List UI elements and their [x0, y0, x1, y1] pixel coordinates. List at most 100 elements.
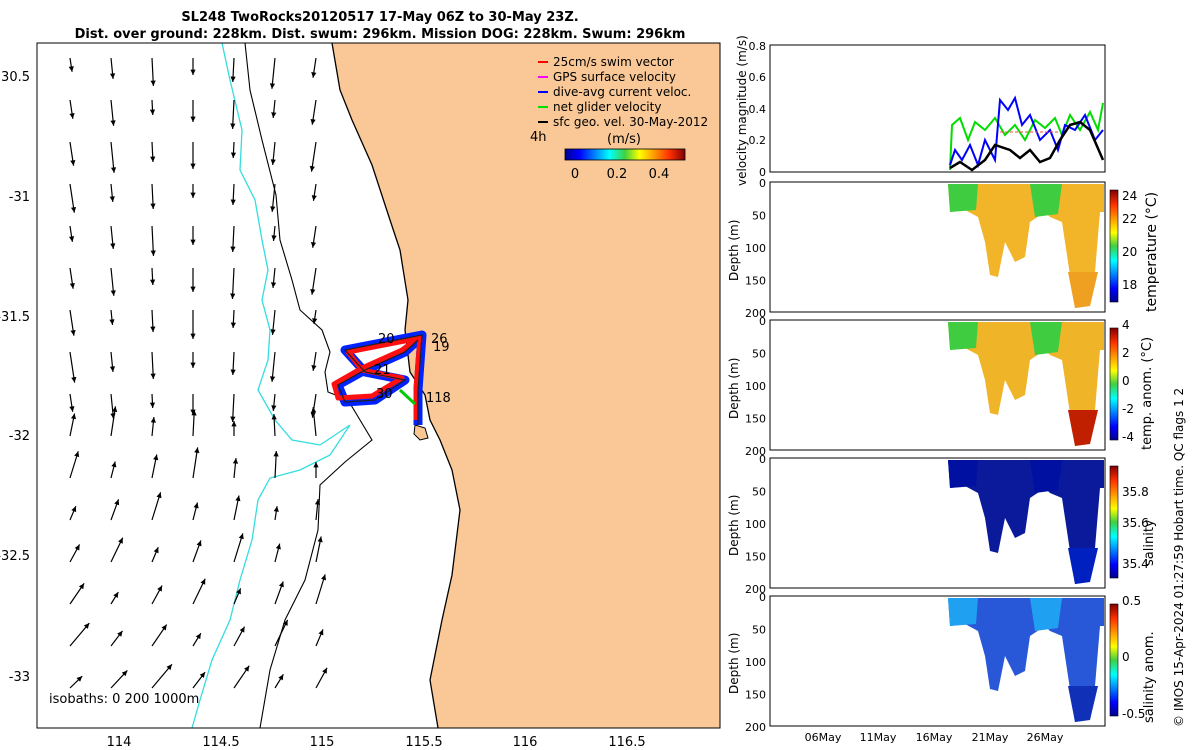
track-label: 26 [431, 332, 448, 347]
velocity-arrowhead [318, 629, 324, 636]
track-label: 19 [433, 340, 450, 355]
velocity-arrowhead [278, 581, 284, 588]
x-tick: 21May [972, 731, 1009, 744]
velocity-arrowhead [69, 113, 75, 119]
y-tick: 0 [759, 591, 766, 604]
isobath-200m [244, 43, 373, 728]
y-tick: 50 [752, 210, 766, 223]
velocity-arrowhead [311, 365, 317, 371]
velocity-arrowhead [271, 414, 277, 420]
velocity-arrowhead [231, 421, 237, 427]
island-garden [413, 424, 429, 441]
velocity-arrowhead [76, 676, 83, 682]
section-fill [948, 460, 1104, 584]
velocity-arrowhead [230, 123, 236, 129]
velocity-arrowhead [310, 118, 316, 125]
velocity-arrowhead [156, 492, 162, 499]
velocity-arrowhead [150, 203, 156, 209]
colorbar-tick: -0.5 [1122, 707, 1145, 721]
colorbar-tick: 4 [1122, 318, 1130, 332]
velocity-arrowhead [153, 547, 159, 554]
velocity-arrowhead [149, 279, 156, 285]
section-deep-water [1068, 272, 1098, 308]
depth-panel-sal-anom: 0 50 100 150 200 0.5 0 -0.5 [745, 591, 1145, 734]
colorbar [1109, 465, 1119, 579]
y-tick: 50 [752, 624, 766, 637]
velocity-ylabel: velocity magnitude (m/s) [735, 35, 749, 186]
y-tick: 150 [745, 689, 766, 702]
velocity-arrowhead [275, 543, 281, 550]
y-tick: 150 [745, 275, 766, 288]
y-tick: 50 [752, 348, 766, 361]
track-label: 21 [374, 363, 391, 378]
y-tick: 100 [745, 242, 766, 255]
velocity-arrowhead [70, 159, 76, 166]
y-tick: 0 [759, 315, 766, 328]
velocity-arrowhead [110, 243, 116, 249]
velocity-arrowhead [269, 83, 276, 89]
velocity-arrowhead [230, 199, 236, 205]
velocity-arrowhead [193, 502, 199, 509]
glider-track [331, 330, 427, 425]
sfc-geo-velocity-line [949, 120, 1105, 172]
velocity-arrowhead [236, 588, 241, 595]
legend-entry: net glider velocity [553, 100, 661, 114]
velocity-arrowhead [230, 246, 236, 252]
velocity-arrowhead [68, 66, 74, 72]
velocity-arrowhead [313, 462, 319, 468]
velocity-arrowhead [271, 405, 277, 411]
colorbar-tick: 2 [1122, 346, 1130, 360]
velocity-arrowhead [238, 533, 244, 540]
isobaths-label: isobaths: 0 200 1000m [49, 692, 199, 707]
velocity-arrowhead [312, 318, 318, 324]
velocity-panel: 0 0.2 0.4 0.6 0.8 [749, 40, 1106, 179]
map-frame [36, 42, 721, 729]
velocity-arrowhead [230, 369, 236, 375]
velocity-arrowhead [230, 152, 237, 158]
y-tick: 0.8 [749, 40, 767, 53]
velocity-arrowhead [270, 282, 277, 288]
velocity-arrowhead [230, 293, 236, 299]
velocity-arrowhead [322, 667, 328, 674]
velocity-arrowhead [150, 373, 156, 379]
colorbar-tick: 0.4 [649, 167, 670, 182]
time-axis: 06May 11May 16May 21May 26May [805, 731, 1064, 744]
velocity-arrowhead [110, 290, 116, 296]
figure-title-line1: SL248 TwoRocks20120517 17-May 06Z to 30-… [181, 10, 579, 25]
speed-colorbar: 4h (m/s) 0 0.2 0.4 [530, 130, 686, 182]
velocity-arrowhead [278, 674, 284, 681]
velocity-arrowhead [110, 120, 116, 126]
x-tick: 11May [860, 731, 897, 744]
y-tick: 100 [745, 518, 766, 531]
temp-ylabel: Depth (m) [727, 219, 741, 281]
tempanom-colorbar-label: temp. anom. (°C) [1140, 336, 1155, 450]
x-tick: 26May [1027, 731, 1064, 744]
velocity-arrowhead [113, 592, 119, 599]
depth-panel-temperature: 0 50 100 150 200 24 22 20 18 [745, 177, 1137, 320]
velocity-arrowhead [199, 672, 206, 678]
y-tick: 30.5 [1, 70, 30, 85]
colorbar [1109, 189, 1119, 303]
temp-colorbar-label: temperature (°C) [1144, 191, 1160, 312]
y-tick: 200 [745, 583, 766, 596]
x-tick: 115 [310, 735, 335, 750]
tempanom-ylabel: Depth (m) [727, 357, 741, 419]
velocity-arrowhead [117, 630, 123, 637]
velocity-arrowhead [74, 544, 80, 551]
velocity-arrowhead [70, 206, 77, 213]
colorbar-tick: 20 [1122, 245, 1137, 259]
velocity-arrowhead [190, 116, 196, 122]
velocity-arrowhead [69, 283, 75, 289]
colorbar-tick: 0.5 [1122, 594, 1141, 608]
velocity-arrowhead [232, 458, 239, 464]
x-tick: 06May [805, 731, 842, 744]
velocity-arrowhead [112, 406, 118, 413]
velocity-arrowhead [109, 196, 115, 202]
figure-title-line2: Dist. over ground: 228km. Dist. swum: 29… [74, 27, 686, 42]
velocity-arrowhead [114, 499, 120, 506]
x-tick: 114.5 [202, 735, 239, 750]
net-glider-velocity-line [949, 102, 1104, 171]
velocity-arrowhead [311, 72, 317, 78]
x-tick: 115.5 [405, 735, 442, 750]
dive-avg-velocity-line [949, 95, 1104, 169]
